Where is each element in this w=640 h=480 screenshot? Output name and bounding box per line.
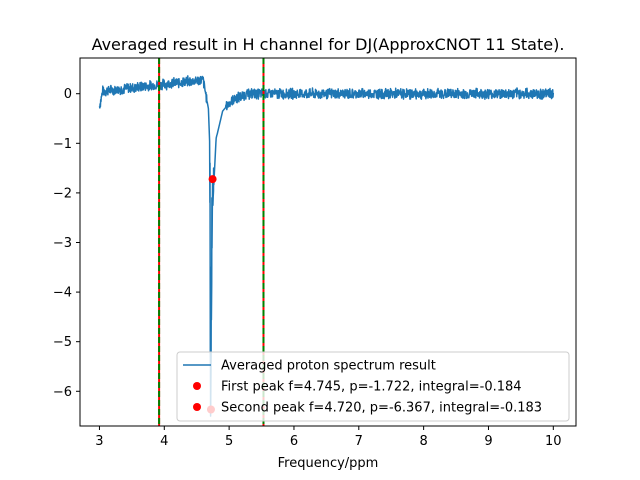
legend-box — [176, 351, 570, 422]
y-tick-label: −1 — [53, 137, 72, 152]
legend-label-spectrum: Averaged proton spectrum result — [221, 359, 436, 374]
x-tick-label: 9 — [484, 434, 492, 449]
legend-first-peak-marker — [193, 382, 201, 390]
x-tick-label: 3 — [95, 434, 103, 449]
x-tick-label: 5 — [225, 434, 233, 449]
x-tick-label: 4 — [160, 434, 168, 449]
x-tick-label: 7 — [355, 434, 363, 449]
chart-title: Averaged result in H channel for DJ(Appr… — [92, 35, 565, 54]
y-axis: 0 −1 −2 −3 −4 −5 −6 — [53, 87, 80, 400]
y-tick-label: −6 — [53, 385, 72, 400]
series-line-spectrum — [98, 75, 555, 417]
legend-second-peak-marker — [193, 403, 201, 411]
y-tick-label: −4 — [53, 286, 72, 301]
peak-marker-1 — [208, 175, 217, 184]
x-tick-label: 10 — [545, 434, 562, 449]
x-axis-label: Frequency/ppm — [278, 456, 379, 471]
y-tick-label: −3 — [53, 236, 72, 251]
x-tick-label: 6 — [290, 434, 298, 449]
x-axis: 3 4 5 6 7 8 9 10 — [95, 426, 562, 449]
y-tick-label: 0 — [64, 87, 72, 102]
legend-label-first-peak: First peak f=4.745, p=-1.722, integral=-… — [221, 380, 522, 395]
y-tick-label: −2 — [53, 186, 72, 201]
y-tick-label: −5 — [53, 335, 72, 350]
x-tick-label: 8 — [419, 434, 427, 449]
legend: Averaged proton spectrum result First pe… — [176, 351, 570, 422]
legend-label-second-peak: Second peak f=4.720, p=-6.367, integral=… — [221, 401, 542, 416]
